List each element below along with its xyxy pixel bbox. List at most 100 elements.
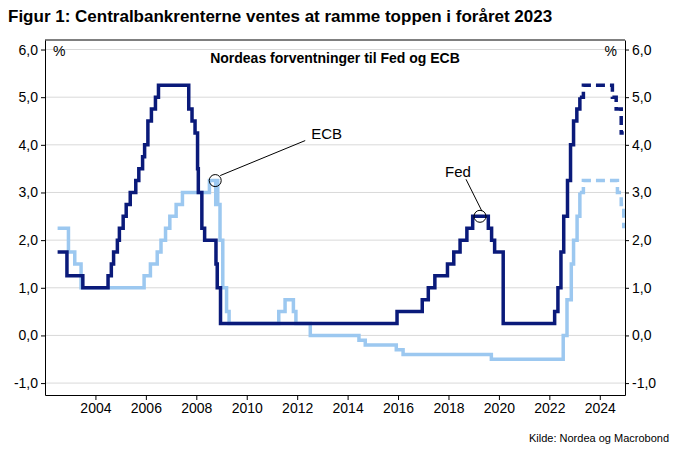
tick: 2022: [534, 395, 565, 416]
series-group: [58, 85, 624, 359]
y-axis-line: [45, 41, 46, 396]
line-fed: [58, 85, 580, 323]
tick: 0,0: [19, 327, 45, 343]
annotation-label: ECB: [311, 125, 342, 142]
tick: 2014: [333, 395, 364, 416]
title: Figur 1: Centralbankrenterne ventes at r…: [8, 7, 552, 26]
tick: 1,0: [625, 280, 652, 296]
source: Kilde: Nordea og Macrobond: [529, 432, 669, 444]
annotation-line: [466, 179, 482, 211]
grid-line: [45, 144, 625, 145]
tick-mark: [625, 288, 629, 289]
y-axis: -1,0 0,0 1,0 2,0 3,0 4,0 5,0 6,0: [14, 41, 46, 396]
grid-line: [45, 240, 625, 241]
y2-axis-line: [625, 41, 626, 396]
tick-label: 2004: [80, 400, 111, 416]
line-fed: [580, 85, 624, 133]
tick-label: 2018: [433, 400, 464, 416]
tick: 4,0: [625, 137, 652, 153]
tick-mark: [625, 383, 629, 384]
tick-label: -1,0: [632, 375, 656, 391]
x-axis: 2004 2006 2008 2010 2012 2014 2016 2018 2020 2022…: [46, 395, 626, 416]
tick-mark: [625, 335, 629, 336]
tick-label: 2022: [534, 400, 565, 416]
tick-label: 1,0: [19, 280, 39, 296]
tick: 2006: [131, 395, 162, 416]
tick-mark: [41, 335, 45, 336]
tick: 2008: [181, 395, 212, 416]
tick: 2020: [484, 395, 515, 416]
tick-mark: [41, 97, 45, 98]
plot: -1,0 0,0 1,0 2,0 3,0 4,0 5,0 6,0 -1,0 0,0 1,0 2,0 3,…: [14, 40, 656, 416]
tick-label: 2010: [232, 400, 263, 416]
tick: 2016: [383, 395, 414, 416]
y-axis-title: %: [53, 43, 65, 59]
subtitle: Nordeas forventninger til Fed og ECB: [210, 50, 460, 66]
tick: -1,0: [14, 375, 45, 391]
annotation: Fed: [445, 163, 486, 222]
tick: -1,0: [625, 375, 656, 391]
tick: 3,0: [19, 184, 45, 200]
chart: Figur 1: Centralbankrenterne ventes at r…: [0, 0, 677, 452]
tick-label: 2008: [181, 400, 212, 416]
tick-mark: [625, 240, 629, 241]
tick: 2004: [80, 395, 111, 416]
tick: 2,0: [19, 232, 45, 248]
line-ecb: [580, 181, 624, 229]
tick: 5,0: [625, 89, 652, 105]
grid-line: [45, 97, 625, 98]
tick-label: 2012: [282, 400, 313, 416]
tick-label: 2,0: [632, 232, 652, 248]
tick-label: 2,0: [19, 232, 39, 248]
tick-mark: [625, 50, 629, 51]
grid: [45, 50, 625, 384]
tick: 0,0: [625, 327, 652, 343]
tick: 2024: [585, 395, 616, 416]
tick-label: 6,0: [19, 42, 39, 58]
tick: 2010: [232, 395, 263, 416]
tick-label: 2016: [383, 400, 414, 416]
tick-label: 2020: [484, 400, 515, 416]
y2-axis: -1,0 0,0 1,0 2,0 3,0 4,0 5,0 6,0: [625, 41, 656, 396]
annotation: ECB: [209, 125, 342, 187]
tick-label: 4,0: [19, 137, 39, 153]
tick-mark: [41, 192, 45, 193]
tick-mark: [625, 192, 629, 193]
tick-label: 2006: [131, 400, 162, 416]
annotation-marker: [474, 210, 486, 222]
tick: 2012: [282, 395, 313, 416]
tick-mark: [41, 50, 45, 51]
tick-label: 6,0: [632, 42, 652, 58]
tick-mark: [41, 383, 45, 384]
tick-mark: [41, 145, 45, 146]
annotation-label: Fed: [445, 163, 471, 180]
tick: 5,0: [19, 89, 45, 105]
grid-line: [45, 383, 625, 384]
frame: [45, 40, 625, 41]
tick-label: 2024: [585, 400, 616, 416]
tick: 4,0: [19, 137, 45, 153]
tick-label: 0,0: [632, 327, 652, 343]
tick: 2018: [433, 395, 464, 416]
tick-mark: [41, 240, 45, 241]
tick-label: 3,0: [632, 184, 652, 200]
tick: 3,0: [625, 184, 652, 200]
tick: 1,0: [19, 280, 45, 296]
tick: 6,0: [625, 42, 652, 58]
tick-label: 2014: [333, 400, 364, 416]
tick-mark: [41, 288, 45, 289]
tick-label: -1,0: [14, 375, 38, 391]
tick-label: 1,0: [632, 280, 652, 296]
tick: 6,0: [19, 42, 45, 58]
tick-label: 5,0: [632, 89, 652, 105]
tick-label: 4,0: [632, 137, 652, 153]
tick-label: 3,0: [19, 184, 39, 200]
y2-axis-title: %: [605, 43, 617, 59]
x-axis-line: [46, 395, 626, 396]
annotation-line: [220, 141, 305, 176]
tick-label: 5,0: [19, 89, 39, 105]
tick: 2,0: [625, 232, 652, 248]
tick-mark: [625, 97, 629, 98]
tick-mark: [625, 145, 629, 146]
tick-label: 0,0: [19, 327, 39, 343]
